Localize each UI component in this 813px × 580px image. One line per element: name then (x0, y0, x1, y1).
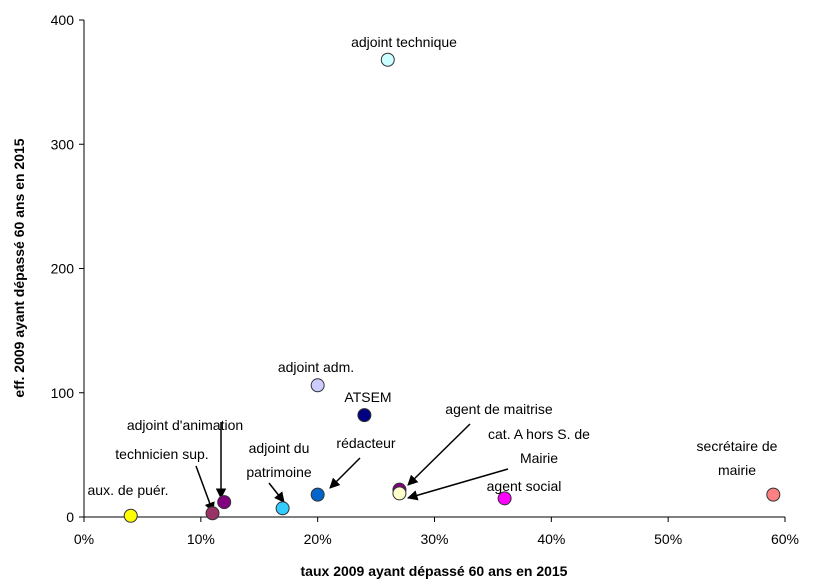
point-label: secrétaire de mairie (697, 438, 778, 478)
x-tick-label: 30% (420, 531, 448, 547)
data-point (380, 52, 395, 67)
point-label-line: secrétaire de (697, 438, 778, 454)
y-tick-label: 0 (66, 509, 74, 525)
y-tick-label: 200 (51, 261, 75, 277)
x-tick-label: 60% (771, 531, 799, 547)
data-point (310, 378, 325, 393)
x-tick-label: 10% (187, 531, 215, 547)
annotation-arrow (195, 465, 215, 513)
point-label: aux. de puér. (88, 482, 169, 498)
point-label: adjoint du patrimoine (246, 440, 312, 480)
point-label: technicien sup. (115, 446, 208, 462)
point-labels: adjoint technique adjoint adm. ATSEM adjoin… (88, 34, 778, 498)
x-tick-label: 50% (654, 531, 682, 547)
annotation-arrow (329, 457, 361, 489)
data-points (123, 52, 781, 523)
point-label: ATSEM (344, 389, 391, 405)
data-point (497, 491, 512, 506)
y-axis-title: eff. 2009 ayant dépassé 60 ans en 2015 (11, 138, 27, 397)
data-point (275, 501, 290, 516)
data-point (357, 408, 372, 423)
point-label-line: Mairie (520, 450, 558, 466)
point-label: adjoint adm. (278, 359, 354, 375)
point-label-line: mairie (718, 462, 756, 478)
annotation-arrow (406, 468, 509, 501)
x-ticks: 0% 10% 20% 30% 40% 50% 60% (74, 517, 799, 547)
point-label-line: adjoint du (249, 440, 310, 456)
data-point (123, 508, 138, 523)
y-tick-label: 100 (51, 385, 75, 401)
y-ticks: 0 100 200 300 400 (51, 12, 84, 525)
data-point (766, 487, 781, 502)
point-label-line: cat. A hors S. de (488, 426, 590, 442)
x-tick-label: 20% (304, 531, 332, 547)
data-point (310, 487, 325, 502)
point-label: adjoint d'animation (127, 417, 243, 433)
point-label: cat. A hors S. de Mairie (488, 426, 590, 466)
point-label: adjoint technique (351, 34, 457, 50)
data-point (205, 506, 220, 521)
y-tick-label: 400 (51, 12, 75, 28)
point-label: agent social (487, 478, 562, 494)
data-point (217, 495, 232, 510)
point-label-line: patrimoine (246, 464, 312, 480)
annotation-arrow (407, 423, 471, 486)
x-tick-label: 40% (537, 531, 565, 547)
y-tick-label: 300 (51, 136, 75, 152)
x-tick-label: 0% (74, 531, 94, 547)
data-point (392, 486, 407, 501)
point-label: agent de maitrise (445, 401, 553, 417)
point-label: rédacteur (336, 435, 395, 451)
axes (83, 20, 785, 518)
annotation-arrows (195, 422, 509, 513)
annotation-arrow (268, 482, 285, 503)
x-axis-title: taux 2009 ayant dépassé 60 ans en 2015 (301, 563, 568, 579)
